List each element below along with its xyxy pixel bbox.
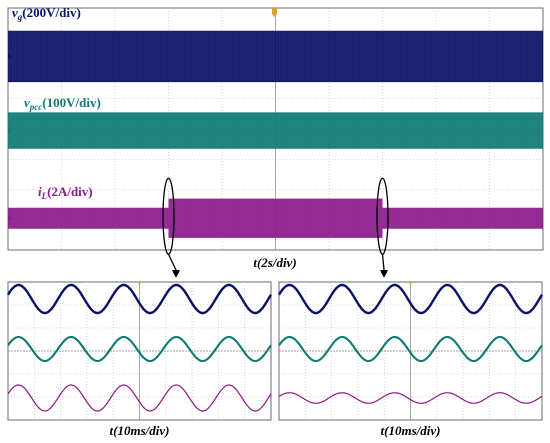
- trigger-marker: [272, 8, 277, 17]
- label-subscript: pcc: [29, 102, 43, 112]
- zoom-arrowhead: [172, 270, 180, 278]
- label-scale: (2A/div): [47, 184, 93, 199]
- label-symbol: i: [38, 184, 42, 199]
- zoom-right-trace-vg: [277, 283, 543, 315]
- label-scale: (200V/div): [22, 5, 81, 20]
- label-symbol: v: [12, 5, 18, 20]
- zoom-left-trace-iL: [7, 384, 272, 412]
- channel-marker: [8, 127, 12, 134]
- channel-marker: [8, 53, 12, 60]
- zoom-right-trigger-marker: [408, 282, 413, 285]
- zoom-right-trace-iL: [278, 392, 543, 404]
- top-series-pcc-envelope: [8, 112, 543, 149]
- top-series-L-texture: [7, 200, 542, 237]
- top-series-g-label: vg(200V/div): [12, 5, 81, 22]
- zoom-left-trace-vpcc: [7, 335, 272, 363]
- zoom-arrow-line: [167, 253, 177, 271]
- top-series-g-envelope: [8, 30, 543, 83]
- zoom-left-trigger-marker: [137, 282, 142, 285]
- zoom-left-trace-vg: [6, 283, 272, 315]
- top-series-L-envelope: [8, 198, 543, 238]
- top-series-pcc-label: vpcc(100V/div): [24, 95, 101, 112]
- label-scale: (100V/div): [42, 95, 101, 110]
- zoom-right-x-label: t(10ms/div): [381, 423, 441, 438]
- channel-marker: [8, 215, 12, 222]
- zoom-arrow-line: [381, 254, 385, 271]
- label-subscript: L: [41, 191, 48, 201]
- zoom-arrowhead: [380, 270, 388, 278]
- zoom-right-trace-vpcc: [278, 335, 543, 363]
- top-series-g-texture: [7, 32, 543, 81]
- label-symbol: v: [24, 95, 30, 110]
- top-x-label: t(2s/div): [253, 255, 296, 270]
- top-series-L-label: iL(2A/div): [38, 184, 93, 201]
- top-series-pcc-texture: [7, 113, 543, 148]
- zoom-left-x-label: t(10ms/div): [110, 423, 170, 438]
- label-subscript: g: [17, 12, 23, 22]
